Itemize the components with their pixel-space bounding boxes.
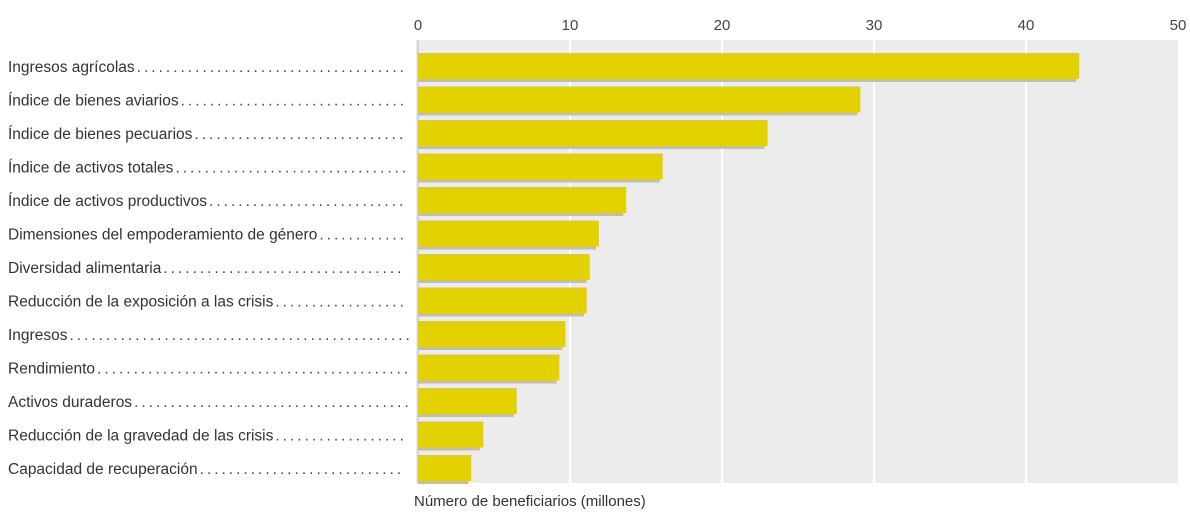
bar [418, 153, 663, 180]
x-tick-label: 40 [1018, 17, 1035, 34]
leader-dots: ........................................… [69, 327, 412, 344]
x-tick-label: 20 [714, 17, 731, 34]
x-tick-label: 50 [1170, 17, 1187, 34]
leader-dots: ............................ [200, 461, 405, 478]
category-label: Activos duraderos [8, 394, 132, 411]
bar [418, 354, 560, 381]
category-label: Ingresos agrícolas [8, 59, 135, 76]
bar [418, 254, 590, 280]
leader-dots: .................. [275, 428, 407, 445]
category-label: Dimensiones del empoderamiento de género [8, 227, 317, 244]
bar [418, 388, 517, 414]
bar [418, 287, 587, 314]
x-tick-label: 10 [562, 17, 579, 34]
category-label: Rendimiento [8, 361, 95, 378]
leader-dots: ............ [319, 227, 407, 244]
category-labels: Ingresos agrícolas......................… [8, 59, 412, 478]
bar [418, 220, 599, 247]
bar [418, 421, 484, 448]
category-label: Reducción de la exposición a las crisis [8, 294, 274, 311]
bar [418, 455, 472, 481]
bar [418, 86, 861, 113]
leader-dots: ........................... [209, 193, 406, 210]
category-label: Capacidad de recuperación [8, 461, 198, 478]
leader-dots: ...................................... [134, 394, 412, 411]
category-label: Índice de bienes pecuarios [8, 126, 193, 143]
bars [418, 53, 1080, 484]
category-label: Diversidad alimentaria [8, 260, 162, 277]
bar [418, 187, 627, 213]
category-label: Reducción de la gravedad de las crisis [8, 428, 274, 445]
x-tick-label: 30 [866, 17, 883, 34]
category-label: Índice de activos totales [8, 160, 174, 177]
leader-dots: ..................................... [137, 59, 407, 76]
leader-dots: ............................. [194, 126, 406, 143]
bar [418, 120, 768, 146]
bar [418, 321, 566, 347]
category-label: Ingresos [8, 327, 68, 344]
category-label: Índice de activos productivos [8, 193, 207, 210]
x-axis-title: Número de beneficiarios (millones) [414, 493, 646, 510]
leader-dots: ................................. [163, 260, 404, 277]
leader-dots: ........................................… [97, 361, 411, 378]
leader-dots: .................. [275, 294, 407, 311]
category-label: Índice de bienes aviarios [8, 93, 179, 110]
leader-dots: ............................... [181, 93, 408, 110]
leader-dots: ................................ [175, 160, 409, 177]
bar [418, 53, 1080, 79]
x-axis-ticks: 0 10 20 30 40 50 [414, 17, 1187, 34]
x-tick-label: 0 [414, 17, 422, 34]
